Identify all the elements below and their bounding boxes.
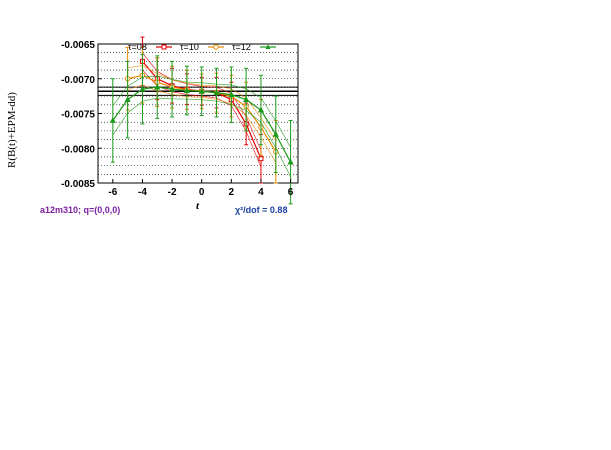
data-point <box>257 106 265 113</box>
data-point <box>183 87 190 93</box>
data-point <box>287 158 294 165</box>
legend-item-3: τ=12 <box>232 42 276 52</box>
chi-squared-label: χ²/dof = 0.88 <box>235 205 288 215</box>
legend-label: τ=08 <box>128 42 147 52</box>
data-point <box>169 85 176 92</box>
legend: τ=08 τ=10 τ=12 <box>128 42 276 52</box>
data-point <box>243 96 250 102</box>
data-point <box>124 96 131 102</box>
ensemble-label: a12m310; q=(0,0,0) <box>40 205 121 215</box>
y-tick-label: -0.0080 <box>61 144 95 155</box>
data-point <box>272 130 279 137</box>
series-layer <box>109 36 294 205</box>
x-tick-label: -4 <box>138 187 147 198</box>
x-tick-label: 4 <box>258 187 264 198</box>
legend-item-2: τ=10 <box>180 42 224 52</box>
x-tick-label: 2 <box>229 187 235 198</box>
data-point <box>139 85 146 92</box>
series-3 <box>109 53 294 205</box>
x-tick-label: 0 <box>199 187 205 198</box>
x-tick-label: -2 <box>168 187 177 198</box>
legend-item-1: τ=08 <box>128 42 172 52</box>
y-tick-label: -0.0065 <box>61 40 95 51</box>
data-point <box>198 87 205 94</box>
data-point <box>213 89 220 96</box>
x-axis-label: t <box>196 200 200 212</box>
legend-swatch-marker <box>265 44 271 49</box>
y-tick-label: -0.0075 <box>61 110 95 121</box>
x-tick-label: -6 <box>108 187 117 198</box>
data-point <box>154 83 161 90</box>
data-point <box>258 156 264 162</box>
y-axis-label: R(B(t)+EPM-dd) <box>6 92 18 168</box>
axis-layer: -6 -4 -2 0 2 4 6 -0.0065 -0.0070 -0.0075 -0.0080 -0… <box>61 40 294 198</box>
data-point <box>109 116 116 123</box>
data-point <box>228 91 235 98</box>
y-tick-label: -0.0085 <box>61 179 95 190</box>
legend-swatch-marker <box>161 44 167 50</box>
legend-swatch-marker <box>213 44 219 50</box>
x-tick-label: 6 <box>288 187 294 198</box>
legend-label: τ=12 <box>232 42 251 52</box>
y-tick-label: -0.0070 <box>61 75 95 86</box>
legend-label: τ=10 <box>180 42 199 52</box>
